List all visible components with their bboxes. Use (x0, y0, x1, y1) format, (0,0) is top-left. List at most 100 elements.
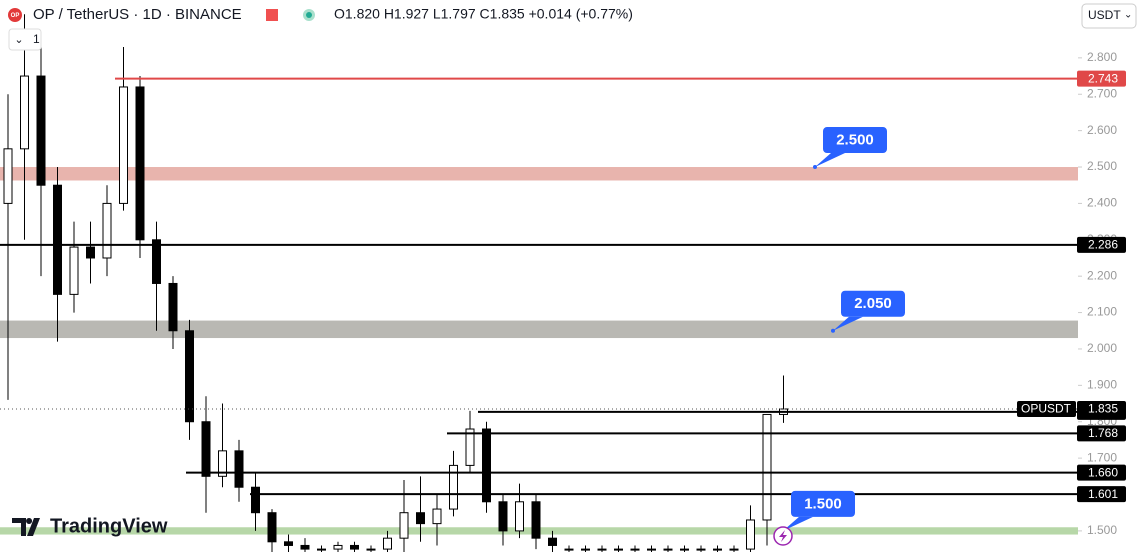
candle-body (449, 464, 458, 510)
level-tag (1077, 236, 1126, 253)
candle-body (432, 508, 442, 525)
chevron: ⌄ (14, 34, 23, 46)
level-tag-label: 2.286 (1088, 238, 1118, 252)
callout-pointer (815, 153, 845, 168)
callout-box (841, 290, 905, 317)
callout-anchor (813, 165, 817, 170)
candle-body (696, 548, 706, 551)
symbol-tag-label: OPUSDT (1021, 402, 1072, 416)
candle-body (152, 239, 161, 284)
candle-body (713, 548, 722, 551)
candle-body (119, 86, 128, 204)
callout-box (791, 490, 855, 517)
symbol-badge (8, 8, 22, 22)
candle-body (729, 548, 739, 551)
candle-body (69, 246, 79, 295)
collapse-button[interactable] (8, 28, 42, 51)
price-tag-label: 1.835 (1088, 402, 1118, 416)
level-tag-label: 2.743 (1088, 71, 1118, 85)
candle-body (680, 548, 689, 551)
plot: 1.5001.6001.7001.8001.9002.0002.1002.200… (0, 14, 1126, 553)
currency-dropdown[interactable] (1081, 3, 1137, 29)
price-tag (1077, 400, 1126, 417)
level-tag (1077, 425, 1126, 442)
candle-body (267, 512, 277, 543)
y-tick-label: 1.500 (1087, 523, 1117, 537)
callout-label: 1.500 (804, 495, 842, 512)
ohlc-values: O1.820 H1.927 L1.797 C1.835 +0.014 (+0.7… (334, 6, 633, 22)
candle-body (465, 428, 475, 466)
currency-label: USDT (1088, 8, 1121, 22)
brand-name: TradingView (50, 515, 168, 537)
brand-logo (12, 518, 40, 536)
candle-body (515, 501, 524, 532)
badge-text: OP (11, 13, 20, 19)
candle-body (36, 75, 46, 186)
candle-body (581, 548, 590, 551)
y-tick-label: 2.100 (1087, 305, 1117, 319)
callout-anchor (831, 328, 835, 333)
candle-body (300, 544, 310, 550)
candle-body (185, 330, 194, 423)
level-tag-label: 1.768 (1088, 426, 1118, 440)
brand: TradingView (12, 515, 168, 537)
candle-body (663, 548, 673, 551)
zone (0, 167, 1078, 181)
callout-pointer (783, 516, 813, 531)
y-tick-label: 1.900 (1087, 378, 1117, 392)
candle-body (86, 246, 95, 259)
candle-body (564, 548, 574, 551)
level-tag (1077, 70, 1126, 87)
y-tick-label: 2.800 (1087, 50, 1117, 64)
y-tick-label: 2.600 (1087, 123, 1117, 137)
candle-body (614, 548, 623, 551)
candle-body (482, 428, 491, 503)
candle-body (317, 548, 326, 551)
interval-toggle: 1 (33, 32, 40, 46)
candle-body (201, 421, 211, 477)
y-tick-label: 2.200 (1087, 268, 1117, 282)
candle-body (135, 86, 145, 241)
alert-bolt (779, 530, 787, 542)
candle-body (548, 537, 557, 546)
candle-body (102, 202, 112, 259)
candle-body (383, 537, 392, 550)
zone (0, 320, 1078, 339)
candle-body (218, 450, 227, 477)
level-tag (1077, 464, 1126, 481)
level-tag (1077, 486, 1126, 503)
flag-icon (266, 9, 278, 21)
candle-body (53, 184, 62, 295)
symbol-tag (1017, 400, 1076, 417)
candle-body (498, 501, 508, 532)
y-tick-label: 2.400 (1087, 196, 1117, 210)
callout-label: 2.500 (836, 131, 874, 148)
candle-body (251, 486, 260, 514)
candle-body (762, 413, 772, 521)
candle-body (366, 548, 376, 551)
candle-body (531, 501, 541, 539)
level-tag-label: 1.660 (1088, 465, 1118, 479)
level-tag-label: 1.601 (1088, 487, 1118, 501)
dropdown-caret: ⌄ (1124, 10, 1132, 21)
candle-body (20, 75, 29, 150)
candle-body (399, 512, 409, 539)
candle-body (746, 519, 755, 550)
callout-box (823, 127, 887, 154)
symbol-title: OP / TetherUS · 1D · BINANCE (33, 6, 242, 23)
callout-pointer (833, 316, 863, 331)
candle-body (416, 512, 425, 525)
status-dot (306, 12, 312, 18)
candle-body (333, 544, 343, 550)
candle-body (168, 282, 178, 332)
candle-body (350, 544, 359, 550)
candle-body (284, 541, 293, 546)
candle-body (630, 548, 640, 551)
candle-body (3, 148, 13, 204)
y-tick-label: 1.700 (1087, 450, 1117, 464)
y-tick-label: 2.000 (1087, 341, 1117, 355)
candle-body (597, 548, 607, 551)
